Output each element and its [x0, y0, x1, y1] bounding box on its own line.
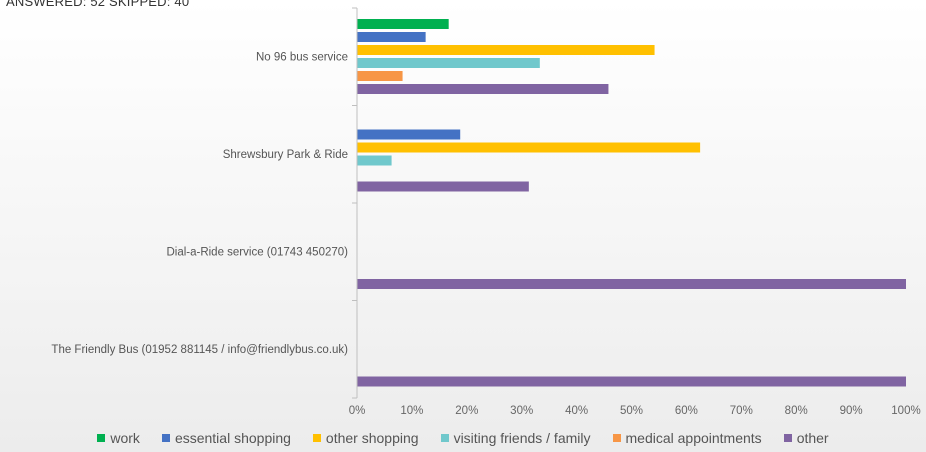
chart-legend: work essential shopping other shopping visi… — [0, 430, 926, 446]
x-tick-label: 80% — [785, 405, 808, 417]
bar-other — [357, 376, 906, 387]
x-tick-label: 30% — [510, 405, 533, 417]
legend-swatch — [312, 434, 321, 442]
bar-other-shopping — [357, 142, 701, 153]
x-tick-label: 70% — [730, 405, 753, 417]
legend-item: medical appointments — [612, 430, 762, 446]
category-label: The Friendly Bus (01952 881145 / info@fr… — [51, 344, 348, 356]
response-count: ANSWERED: 52 SKIPPED: 40 — [6, 0, 190, 9]
x-tick-label: 20% — [455, 405, 478, 417]
x-tick-label: 100% — [891, 405, 920, 417]
legend-label: work — [110, 430, 140, 446]
legend-swatch — [440, 434, 449, 442]
legend-item: visiting friends / family — [440, 430, 591, 446]
bar-other — [357, 181, 529, 192]
x-tick-label: 10% — [400, 405, 423, 417]
bar-essential-shopping — [357, 129, 461, 140]
x-tick-label: 50% — [620, 405, 643, 417]
legend-item: other shopping — [312, 430, 419, 446]
bar-essential-shopping — [357, 32, 426, 42]
legend-label: other shopping — [325, 430, 419, 446]
legend-swatch — [612, 434, 621, 442]
bar-work — [357, 19, 449, 29]
x-tick-label: 60% — [675, 405, 698, 417]
category-label: Dial-a-Ride service (01743 450270) — [166, 247, 348, 259]
legend-swatch — [161, 434, 170, 442]
bar-other — [357, 84, 609, 94]
legend-label: essential shopping — [174, 430, 291, 446]
category-label: Shrewsbury Park & Ride — [223, 149, 348, 161]
legend-item: essential shopping — [161, 430, 291, 446]
legend-item: work — [97, 430, 140, 446]
legend-swatch — [783, 434, 792, 442]
bar-visiting-friends-family — [357, 155, 392, 166]
bar-other-shopping — [357, 45, 655, 55]
bar-other — [357, 279, 906, 289]
bar-visiting-friends-family — [357, 58, 540, 68]
legend-item: other — [783, 430, 829, 446]
legend-label: other — [796, 430, 829, 446]
x-tick-label: 40% — [565, 405, 588, 417]
x-tick-label: 90% — [840, 405, 863, 417]
x-tick-label: 0% — [349, 405, 366, 417]
legend-label: medical appointments — [625, 430, 762, 446]
bar-chart: No 96 bus service Shrewsbury Park & Ride D… — [51, 7, 921, 417]
legend-swatch — [97, 434, 106, 442]
category-label: No 96 bus service — [256, 52, 348, 64]
bar-medical-appointments — [357, 71, 403, 81]
legend-label: visiting friends / family — [453, 430, 591, 446]
